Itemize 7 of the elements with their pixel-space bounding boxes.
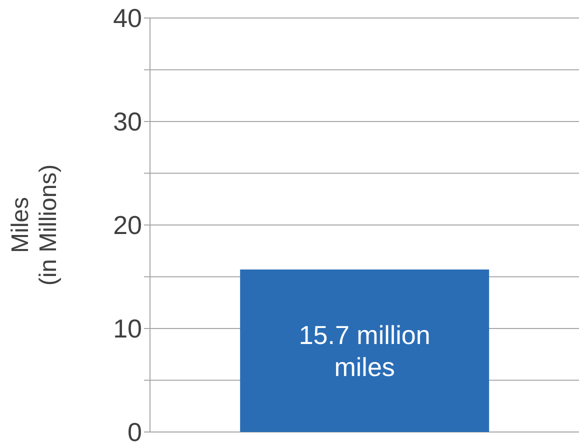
y-tick-label: 30 (113, 106, 142, 137)
y-axis-title: Miles (in Millions) (7, 164, 62, 286)
y-tick-label: 40 (113, 3, 142, 34)
y-tick-label: 0 (128, 417, 142, 445)
y-tick-label: 20 (113, 210, 142, 240)
y-tick-label: 10 (113, 314, 142, 344)
data-label: 15.7 million miles (298, 320, 430, 382)
